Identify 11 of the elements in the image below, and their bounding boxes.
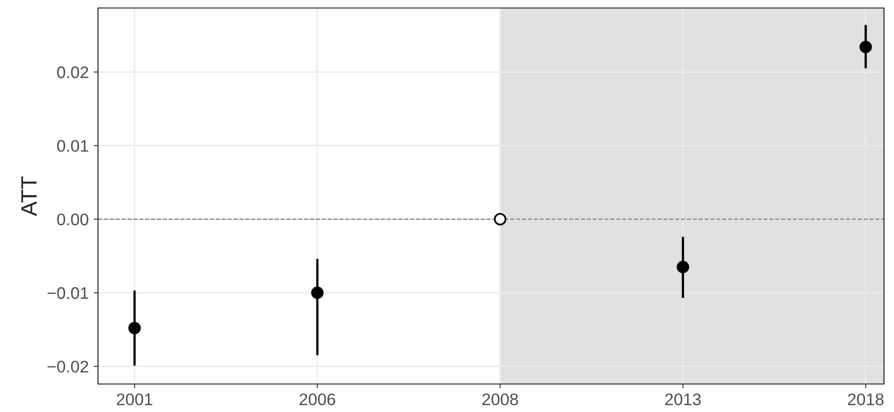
y-axis-title: ATT bbox=[21, 176, 37, 216]
x-tick-label: 2013 bbox=[665, 393, 701, 406]
y-tick-label: 0.00 bbox=[57, 214, 88, 226]
y-tick-label: 0.02 bbox=[57, 66, 88, 78]
y-tick-label: −0.02 bbox=[48, 360, 88, 373]
x-tick-label: 2008 bbox=[482, 393, 518, 406]
x-tick-label: 2006 bbox=[300, 393, 336, 406]
y-tick-label: 0.01 bbox=[57, 140, 88, 152]
x-tick-label: 2001 bbox=[116, 393, 152, 406]
x-tick-label: 2018 bbox=[848, 393, 884, 406]
y-tick-label: −0.01 bbox=[48, 287, 88, 299]
